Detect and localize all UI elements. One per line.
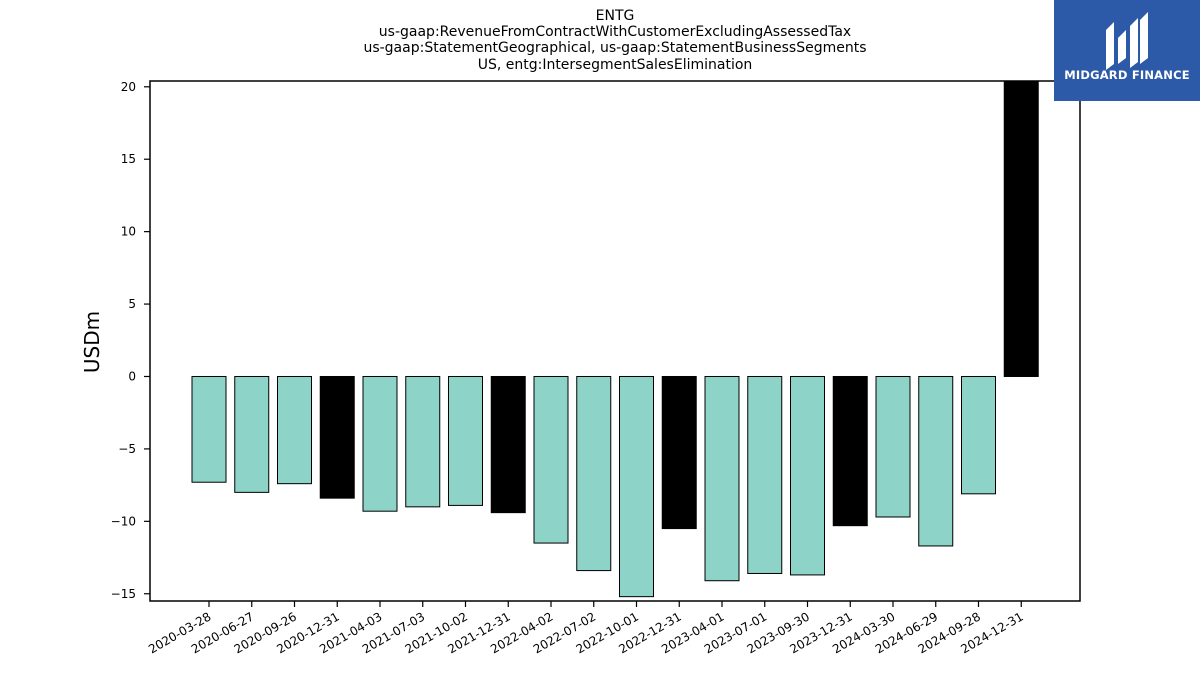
- bar-2022-12-31: [661, 375, 697, 530]
- y-tick-label: −15: [111, 587, 136, 601]
- plot-frame: [149, 80, 1081, 602]
- midgard-logo-icon: [1106, 12, 1148, 70]
- y-tick-label: 5: [128, 297, 136, 311]
- y-tick-label: 15: [121, 152, 136, 166]
- bar-2024-09-28: [961, 375, 996, 495]
- y-tick-label: 10: [121, 225, 136, 239]
- bar-2020-03-28: [191, 375, 227, 483]
- y-tick-label: 0: [128, 369, 136, 383]
- y-tick-label: 20: [121, 80, 136, 94]
- bar-2021-07-03: [405, 375, 441, 508]
- bar-2022-10-01: [619, 375, 654, 598]
- chart-title-line-4: US, entg:IntersegmentSalesElimination: [477, 57, 753, 73]
- bar-2021-10-02: [448, 375, 483, 506]
- bar-2023-12-31: [832, 375, 868, 527]
- bar-2021-04-03: [362, 375, 398, 512]
- chart-title-line-3: us-gaap:StatementGeographical, us-gaap:S…: [363, 40, 867, 56]
- bar-2024-06-29: [918, 375, 954, 547]
- bar-2020-12-31: [319, 375, 355, 499]
- y-tick-label: −10: [111, 514, 136, 528]
- bar-2020-09-26: [277, 375, 312, 485]
- bar-2020-06-27: [234, 375, 270, 493]
- bar-2023-09-30: [790, 375, 825, 576]
- bar-2022-07-02: [576, 375, 612, 572]
- bar-2023-04-01: [704, 375, 740, 582]
- midgard-finance-logo: MIDGARD FINANCE: [1054, 0, 1200, 101]
- logo-text: MIDGARD FINANCE: [1064, 68, 1190, 82]
- bar-2024-03-30: [875, 375, 911, 518]
- y-tick-label: −5: [118, 442, 136, 456]
- bar-2022-04-02: [533, 375, 569, 544]
- chart-title-line-1: ENTG: [595, 8, 635, 24]
- chart-title-line-2: us-gaap:RevenueFromContractWithCustomerE…: [378, 24, 852, 40]
- bar-2021-12-31: [490, 375, 526, 514]
- bar-2024-12-31: [1003, 80, 1039, 377]
- bar-2023-07-01: [747, 375, 783, 574]
